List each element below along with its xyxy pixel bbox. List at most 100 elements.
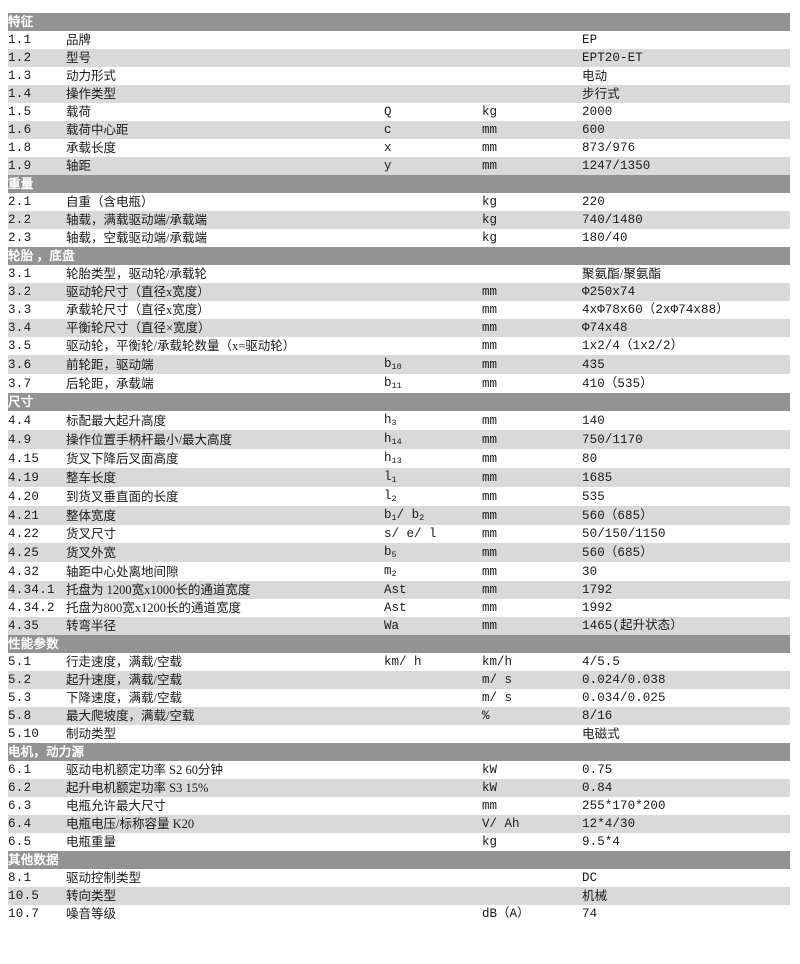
- row-symbol: [384, 265, 482, 283]
- table-row: 6.4 电瓶电压/标称容量 K20 V/ Ah 12*4/30: [8, 815, 791, 833]
- section-title: 电机，动力源: [8, 745, 85, 759]
- row-unit: mm: [482, 508, 498, 523]
- row-symbol: s/ e/ l: [384, 527, 437, 541]
- row-symbol: [384, 869, 482, 887]
- row-number: 6.4: [8, 817, 32, 831]
- row-value: 600: [582, 123, 605, 137]
- table-row: 3.4 平衡轮尺寸（直径×宽度） mm Φ74x48: [8, 319, 791, 337]
- row-symbol: [384, 761, 482, 779]
- row-symbol: h3: [384, 413, 397, 428]
- section-title: 重量: [8, 177, 34, 191]
- section-header-row: 电机，动力源: [8, 743, 791, 761]
- row-number: 2.2: [8, 213, 32, 227]
- row-description: 自重（含电瓶）: [66, 195, 154, 209]
- row-unit: kW: [482, 763, 498, 777]
- row-description: 前轮距，驱动端: [66, 357, 154, 372]
- table-row: 10.5 转向类型 机械: [8, 887, 791, 905]
- row-value: 220: [582, 195, 605, 209]
- table-row: 4.21 整体宽度 b1/ b2 mm 560（685）: [8, 506, 791, 525]
- row-value: 180/40: [582, 231, 628, 245]
- row-symbol: [384, 725, 482, 743]
- table-row: 4.20 到货叉垂直面的长度 l2 mm 535: [8, 487, 791, 506]
- specification-table-body: 特征 1.1 品牌 EP 1.2 型号 EPT20-ET 1.3 动力形式 电动 1.4 操作类型 步行…: [8, 13, 791, 923]
- row-symbol: [384, 815, 482, 833]
- table-row: 2.1 自重（含电瓶） kg 220: [8, 193, 791, 211]
- row-description: 载荷: [66, 105, 92, 119]
- row-unit: mm: [482, 357, 498, 372]
- row-number: 3.4: [8, 321, 32, 335]
- table-row: 5.3 下降速度，满载/空载 m/ s 0.034/0.025: [8, 689, 791, 707]
- row-description: 驱动控制类型: [66, 871, 142, 885]
- table-row: 5.10 制动类型 电磁式: [8, 725, 791, 743]
- row-symbol: y: [384, 159, 392, 173]
- row-unit: mm: [482, 619, 498, 633]
- row-value: 0.024/0.038: [582, 673, 666, 687]
- row-number: 1.3: [8, 69, 32, 83]
- row-symbol: l2: [384, 489, 397, 504]
- row-number: 1.5: [8, 105, 32, 119]
- row-unit: [482, 85, 582, 103]
- row-number: 3.2: [8, 285, 32, 299]
- row-symbol: Q: [384, 105, 392, 119]
- table-row: 6.1 驱动电机额定功率 S2 60分钟 kW 0.75: [8, 761, 791, 779]
- row-description: 品牌: [66, 33, 92, 47]
- row-value: 1685: [582, 470, 613, 485]
- row-number: 1.4: [8, 87, 32, 101]
- row-value: 1247/1350: [582, 159, 651, 173]
- table-row: 5.2 起升速度，满载/空载 m/ s 0.024/0.038: [8, 671, 791, 689]
- row-unit: mm: [482, 451, 498, 466]
- row-description: 驱动电机额定功率 S2 60分钟: [66, 763, 223, 777]
- row-symbol: km/ h: [384, 655, 422, 669]
- row-value: 560（685）: [582, 545, 653, 560]
- row-number: 6.5: [8, 835, 32, 849]
- row-value: 80: [582, 451, 598, 466]
- table-row: 3.2 驱动轮尺寸（直径x宽度） mm Φ250x74: [8, 283, 791, 301]
- row-unit: mm: [482, 376, 498, 391]
- table-row: 4.35 转弯半径 Wa mm 1465(起升状态）: [8, 617, 791, 635]
- row-description: 承载长度: [66, 141, 117, 155]
- table-row: 3.5 驱动轮，平衡轮/承载轮数量（x=驱动轮） mm 1x2/4（1x2/2）: [8, 337, 791, 355]
- section-header-row: 性能参数: [8, 635, 791, 653]
- row-symbol: [384, 337, 482, 355]
- table-row: 6.2 起升电机额定功率 S3 15% kW 0.84: [8, 779, 791, 797]
- row-description: 轴载，满载驱动端/承载端: [66, 213, 207, 227]
- row-number: 4.35: [8, 619, 40, 633]
- row-unit: mm: [482, 141, 498, 155]
- row-number: 5.2: [8, 673, 32, 687]
- row-unit: [482, 887, 582, 905]
- table-row: 2.3 轴载，空载驱动端/承载端 kg 180/40: [8, 229, 791, 247]
- row-description: 整车长度: [66, 470, 117, 485]
- row-number: 4.25: [8, 545, 40, 560]
- row-value: EP: [582, 33, 598, 47]
- row-description: 型号: [66, 51, 92, 65]
- row-value: Φ74x48: [582, 321, 628, 335]
- row-unit: mm: [482, 583, 498, 597]
- row-symbol: [384, 283, 482, 301]
- row-value: 535: [582, 489, 605, 504]
- row-number: 4.19: [8, 470, 40, 485]
- row-description: 货叉尺寸: [66, 527, 117, 541]
- row-value: 2000: [582, 105, 613, 119]
- table-row: 4.22 货叉尺寸 s/ e/ l mm 50/150/1150: [8, 525, 791, 543]
- row-number: 5.10: [8, 727, 40, 741]
- row-number: 3.1: [8, 267, 32, 281]
- row-value: 560（685）: [582, 508, 653, 523]
- row-description: 到货叉垂直面的长度: [66, 489, 179, 504]
- row-number: 4.34.2: [8, 601, 55, 615]
- row-description: 轮胎类型，驱动轮/承载轮: [66, 267, 207, 281]
- section-title: 其他数据: [8, 853, 59, 867]
- row-number: 8.1: [8, 871, 32, 885]
- row-description: 起升速度，满载/空载: [66, 673, 182, 687]
- row-number: 6.2: [8, 781, 32, 795]
- row-description: 载荷中心距: [66, 123, 129, 137]
- row-value: 12*4/30: [582, 817, 636, 831]
- row-symbol: [384, 707, 482, 725]
- row-description: 操作位置手柄杆最小/最大高度: [66, 432, 232, 447]
- row-value: Φ250x74: [582, 285, 636, 299]
- row-symbol: [384, 779, 482, 797]
- row-unit: kW: [482, 781, 498, 795]
- row-value: 873/976: [582, 141, 636, 155]
- row-unit: mm: [482, 545, 498, 560]
- row-unit: dB（A）: [482, 907, 530, 921]
- row-description: 货叉外宽: [66, 545, 117, 560]
